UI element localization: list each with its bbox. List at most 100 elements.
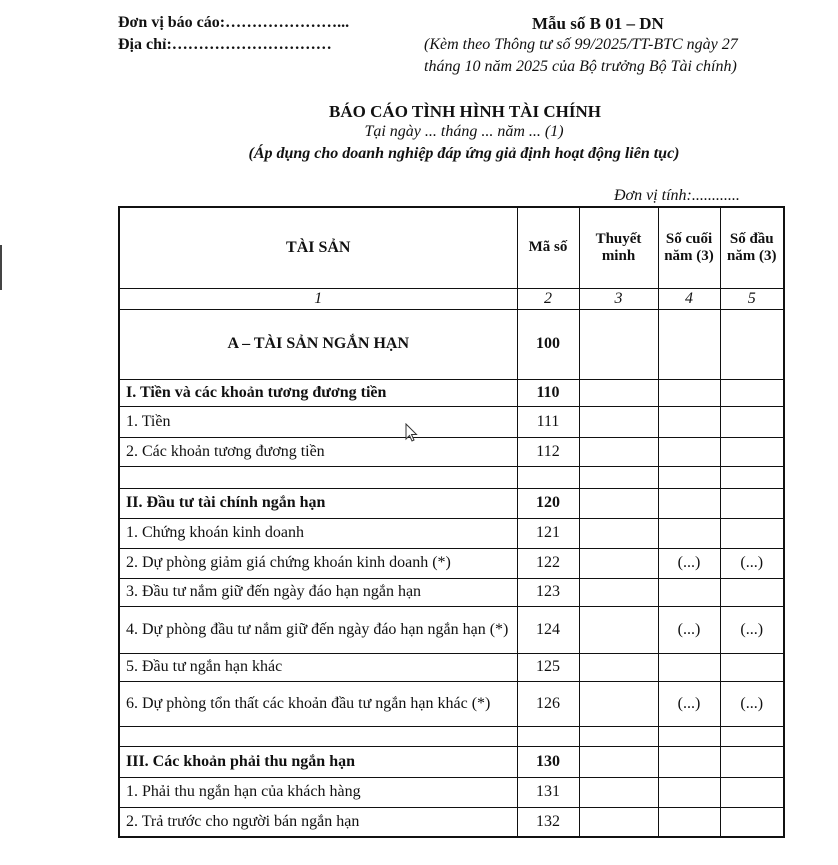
- row-note: [578, 465, 659, 489]
- row-end-year: [657, 745, 721, 778]
- row-begin-year: [719, 776, 785, 808]
- row-code: 123: [516, 577, 580, 607]
- row-note: [578, 806, 659, 838]
- row-label: 1. Tiền: [118, 405, 518, 438]
- row-end-year: (...): [657, 605, 721, 654]
- currency-unit: Đơn vị tính:............: [614, 187, 740, 204]
- row-begin-year: [719, 652, 785, 682]
- row-begin-year: [719, 436, 785, 467]
- report-date: Tại ngày ... tháng ... năm ... (1): [364, 123, 564, 140]
- row-begin-year: (...): [719, 605, 785, 654]
- row-end-year: [657, 517, 721, 549]
- row-note: [578, 605, 659, 654]
- row-code: 126: [516, 680, 580, 727]
- row-label: 4. Dự phòng đầu tư nắm giữ đến ngày đáo …: [118, 605, 518, 654]
- row-label: II. Đầu tư tài chính ngắn hạn: [118, 487, 518, 519]
- col-header-code: Mã số: [516, 206, 580, 289]
- table-row: 6. Dự phòng tổn thất các khoản đầu tư ng…: [118, 680, 785, 727]
- row-note: [578, 680, 659, 727]
- row-label: 2. Các khoản tương đương tiền: [118, 436, 518, 467]
- table-row: 5. Đầu tư ngắn hạn khác 125: [118, 652, 785, 682]
- row-label: [118, 725, 518, 747]
- row-label: 3. Đầu tư nắm giữ đến ngày đáo hạn ngắn …: [118, 577, 518, 607]
- row-code: 112: [516, 436, 580, 467]
- row-note: [578, 308, 659, 380]
- col-number: 5: [719, 287, 785, 310]
- row-note: [578, 436, 659, 467]
- row-label: 2. Trả trước cho người bán ngắn hạn: [118, 806, 518, 838]
- col-header-begin-year: Số đầu năm (3): [719, 206, 785, 289]
- table-row: 1. Chứng khoán kinh doanh 121: [118, 517, 785, 549]
- table-row: I. Tiền và các khoản tương đương tiền 110: [118, 378, 785, 407]
- row-label: [118, 465, 518, 489]
- table-row: [118, 725, 785, 747]
- row-code: 125: [516, 652, 580, 682]
- row-end-year: [657, 725, 721, 747]
- row-label: 1. Chứng khoán kinh doanh: [118, 517, 518, 549]
- row-code: 100: [516, 308, 580, 380]
- row-begin-year: [719, 487, 785, 519]
- mouse-pointer-icon: [405, 423, 418, 442]
- col-number: 2: [516, 287, 580, 310]
- row-end-year: [657, 776, 721, 808]
- row-begin-year: [719, 517, 785, 549]
- row-note: [578, 405, 659, 438]
- row-begin-year: (...): [719, 547, 785, 579]
- row-label: 5. Đầu tư ngắn hạn khác: [118, 652, 518, 682]
- reporting-unit-label: Đơn vị báo cáo:…………………...: [118, 14, 350, 31]
- row-end-year: [657, 465, 721, 489]
- row-code: 110: [516, 378, 580, 407]
- row-note: [578, 378, 659, 407]
- row-code: 120: [516, 487, 580, 519]
- row-note: [578, 745, 659, 778]
- row-code: 124: [516, 605, 580, 654]
- row-code: 121: [516, 517, 580, 549]
- address-label: Địa chỉ:…………………………: [118, 36, 332, 53]
- row-note: [578, 652, 659, 682]
- row-begin-year: [719, 405, 785, 438]
- row-code: 111: [516, 405, 580, 438]
- row-end-year: [657, 308, 721, 380]
- row-label: 6. Dự phòng tổn thất các khoản đầu tư ng…: [118, 680, 518, 727]
- table-row: 2. Các khoản tương đương tiền 112: [118, 436, 785, 467]
- row-note: [578, 487, 659, 519]
- row-end-year: [657, 652, 721, 682]
- row-end-year: (...): [657, 547, 721, 579]
- table-row: [118, 465, 785, 489]
- row-begin-year: [719, 745, 785, 778]
- row-end-year: [657, 577, 721, 607]
- row-end-year: [657, 378, 721, 407]
- row-code: [516, 725, 580, 747]
- row-note: [578, 776, 659, 808]
- col-number: 1: [118, 287, 518, 310]
- table-row: 1. Tiền 111: [118, 405, 785, 438]
- row-end-year: (...): [657, 680, 721, 727]
- row-note: [578, 725, 659, 747]
- row-begin-year: [719, 725, 785, 747]
- row-label: III. Các khoản phải thu ngắn hạn: [118, 745, 518, 778]
- row-code: 132: [516, 806, 580, 838]
- table-row: 4. Dự phòng đầu tư nắm giữ đến ngày đáo …: [118, 605, 785, 654]
- table-row: 2. Dự phòng giảm giá chứng khoán kinh do…: [118, 547, 785, 579]
- row-note: [578, 547, 659, 579]
- report-scope: (Áp dụng cho doanh nghiệp đáp ứng giả đị…: [248, 145, 680, 162]
- table-header-row: TÀI SẢN Mã số Thuyết minh Số cuối năm (3…: [118, 206, 785, 289]
- row-note: [578, 517, 659, 549]
- table-row: III. Các khoản phải thu ngắn hạn 130: [118, 745, 785, 778]
- row-begin-year: [719, 378, 785, 407]
- row-code: 130: [516, 745, 580, 778]
- form-note-line2: tháng 10 năm 2025 của Bộ trưởng Bộ Tài c…: [424, 58, 737, 75]
- col-header-end-year: Số cuối năm (3): [657, 206, 721, 289]
- row-label: A – TÀI SẢN NGẮN HẠN: [118, 308, 518, 380]
- row-end-year: [657, 806, 721, 838]
- row-label: 2. Dự phòng giảm giá chứng khoán kinh do…: [118, 547, 518, 579]
- table-row: A – TÀI SẢN NGẮN HẠN 100: [118, 308, 785, 380]
- col-header-note: Thuyết minh: [578, 206, 659, 289]
- row-label: I. Tiền và các khoản tương đương tiền: [118, 378, 518, 407]
- row-begin-year: [719, 465, 785, 489]
- balance-sheet-table: TÀI SẢN Mã số Thuyết minh Số cuối năm (3…: [118, 206, 785, 838]
- col-number: 3: [578, 287, 659, 310]
- row-end-year: [657, 436, 721, 467]
- row-code: [516, 465, 580, 489]
- row-begin-year: (...): [719, 680, 785, 727]
